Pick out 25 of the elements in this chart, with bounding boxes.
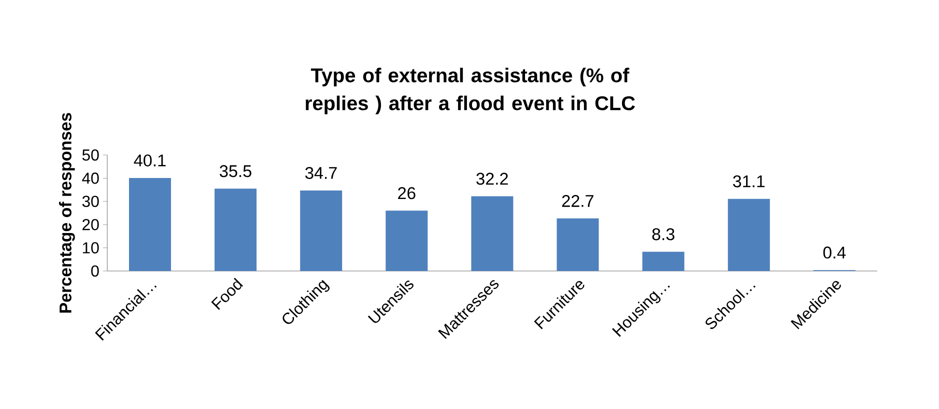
data-label: 26 (398, 187, 416, 200)
data-label: 22.7 (562, 194, 594, 207)
bar (642, 252, 684, 271)
data-label: 40.1 (134, 154, 166, 166)
y-tick-label: 10 (82, 242, 99, 254)
data-label: 0.4 (823, 246, 846, 259)
bar (214, 188, 257, 271)
bar (471, 196, 514, 271)
y-tick-label: 0 (91, 265, 99, 277)
chart-title: Type of external assistance (% of replies ) after a flood event in CLC (306, 68, 635, 114)
bar (300, 190, 342, 271)
y-tick-label: 40 (82, 172, 99, 184)
bar (728, 198, 770, 271)
bar (129, 178, 171, 271)
y-tick-label: 30 (82, 196, 99, 208)
y-axis-title: Percentage of responses (59, 113, 75, 313)
data-label: 8.3 (652, 228, 674, 240)
data-label: 35.5 (220, 165, 252, 178)
bar (556, 218, 599, 271)
data-label: 34.7 (305, 166, 337, 179)
bar (386, 210, 428, 271)
data-label: 31.1 (733, 175, 765, 188)
y-tick-label: 20 (82, 218, 99, 230)
data-label: 32.2 (476, 172, 508, 185)
y-tick-label: 50 (82, 149, 99, 161)
